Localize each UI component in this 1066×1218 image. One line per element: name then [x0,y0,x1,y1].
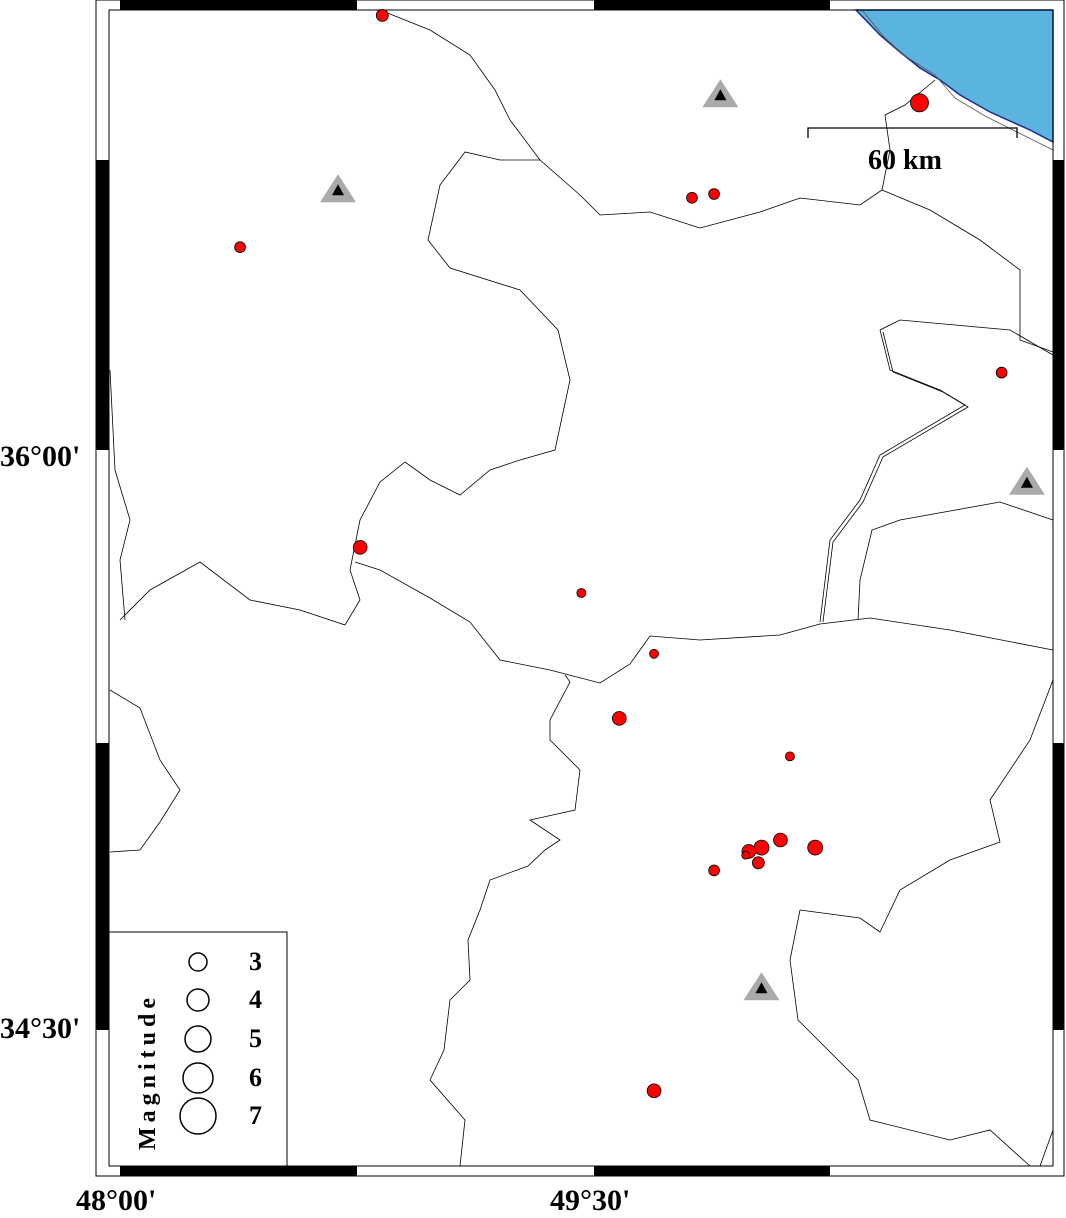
legend-title: Magnitude [135,993,161,1150]
earthquake-event [686,192,698,204]
earthquake-event [995,366,1008,379]
earthquake-event [352,540,368,555]
legend-label: 6 [249,1063,262,1092]
legend-label: 7 [249,1101,262,1130]
earthquake-event [751,856,765,870]
lat-label-36-00: 36°00' [0,440,81,473]
earthquake-event [773,832,788,848]
earthquake-event [910,93,929,113]
legend-circle [184,1025,212,1053]
lon-label-48-00: 48°00' [76,1184,157,1217]
legend-label: 5 [249,1024,262,1053]
legend-circles [179,952,217,1135]
earthquake-event [649,648,659,659]
earthquake-events [234,8,1008,1099]
station-triangle-icon [743,972,780,1001]
map-frame [95,0,1065,1177]
province-boundaries [109,9,1054,1167]
legend-label: 3 [249,947,262,976]
legend-circle [186,988,210,1012]
earthquake-event [375,8,389,22]
lat-label-34-30: 34°30' [0,1012,81,1045]
earthquake-event [646,1083,662,1099]
station-triangle-icon [702,79,739,108]
lon-label-49-30: 49°30' [550,1184,631,1217]
earthquake-event [753,839,770,856]
legend-circle [182,1062,214,1094]
station-triangle-icon [1008,466,1045,495]
scale-bar [807,127,1018,138]
earthquake-event [708,864,720,877]
earthquake-event [708,188,720,200]
earthquake-event [807,839,824,856]
earthquake-event [785,751,795,762]
legend-circle [179,1097,217,1135]
earthquake-event [234,241,246,254]
station-triangle-icon [320,174,357,203]
legend-label: 4 [249,985,262,1014]
earthquake-event [611,711,627,726]
coastline-shadow [861,9,1054,151]
seismic-stations [320,79,1045,1001]
earthquake-event [576,588,587,598]
legend-circle [188,952,208,972]
earthquake-event [741,850,750,860]
scale-bar-label: 60 km [868,145,942,176]
caspian-sea [854,9,1054,144]
